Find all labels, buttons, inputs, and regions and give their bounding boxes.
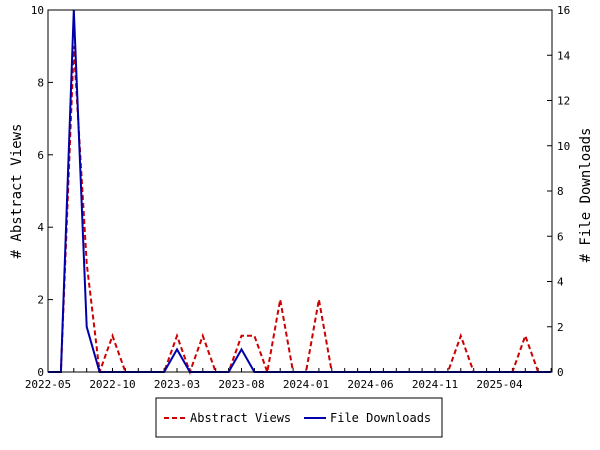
- x-tick-label: 2022-10: [89, 378, 135, 391]
- series-line-abstract-views: [48, 46, 552, 376]
- y-left-tick-label: 2: [37, 294, 44, 307]
- legend-label-file-downloads: File Downloads: [330, 411, 431, 425]
- x-tick-label: 2022-05: [25, 378, 71, 391]
- y-right-tick-label: 4: [557, 276, 564, 289]
- y-right-tick-label: 2: [557, 321, 564, 334]
- tick-labels: 2022-05 2022-10 2023-03 2023-08 2024-01 2024-…: [25, 4, 571, 391]
- y-right-tick-label: 12: [557, 95, 570, 108]
- legend: Abstract Views File Downloads: [155, 397, 443, 438]
- x-tick-label: 2023-08: [218, 378, 264, 391]
- series-lines: [48, 9, 552, 376]
- series-line-file-downloads: [48, 9, 552, 373]
- plot-frame: [47, 9, 553, 373]
- y-right-tick-label: 0: [557, 366, 564, 379]
- x-tick-label: 2024-01: [283, 378, 329, 391]
- legend-label-abstract-views: Abstract Views: [190, 411, 291, 425]
- y-left-tick-label: 4: [37, 221, 44, 234]
- x-tick-label: 2024-11: [412, 378, 458, 391]
- left-axis-title: # Abstract Views: [9, 124, 25, 259]
- tick-marks: [47, 9, 552, 373]
- legend-box: [155, 397, 443, 438]
- y-left-tick-label: 8: [37, 76, 44, 89]
- y-left-tick-label: 6: [37, 149, 44, 162]
- y-left-tick-label: 10: [31, 4, 44, 17]
- y-right-tick-label: 10: [557, 140, 570, 153]
- y-right-tick-label: 6: [557, 230, 564, 243]
- right-axis-title: # File Downloads: [578, 128, 594, 263]
- x-tick-label: 2025-04: [476, 378, 523, 391]
- y-right-tick-label: 14: [557, 49, 571, 62]
- y-right-tick-label: 16: [557, 4, 570, 17]
- y-left-tick-label: 0: [37, 366, 44, 379]
- x-tick-label: 2024-06: [347, 378, 393, 391]
- y-right-tick-label: 8: [557, 185, 564, 198]
- x-tick-label: 2023-03: [154, 378, 200, 391]
